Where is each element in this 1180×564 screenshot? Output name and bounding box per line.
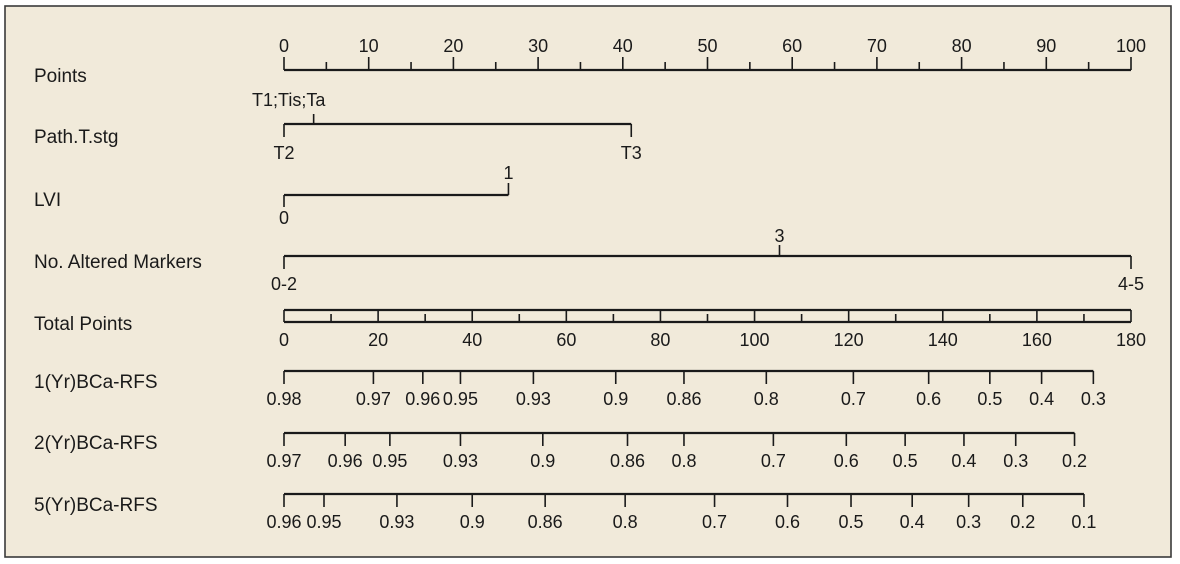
points-tick-label: 80: [952, 36, 972, 56]
rfs-1yr-tick-label: 0.8: [754, 389, 779, 409]
path-t-stg-label-t2: T2: [273, 143, 294, 163]
rfs-5yr-tick-label: 0.5: [839, 512, 864, 532]
rfs-1yr-tick-label: 0.4: [1029, 389, 1054, 409]
points-tick-label: 10: [359, 36, 379, 56]
points-tick-label: 20: [443, 36, 463, 56]
rfs-5yr-tick-label: 0.4: [900, 512, 925, 532]
rfs-5yr-tick-label: 0.3: [956, 512, 981, 532]
row-label-points: Points: [34, 66, 87, 87]
total-points-tick-label: 60: [556, 330, 576, 350]
row-label-path-t-stg: Path.T.stg: [34, 127, 119, 148]
total-points-tick-label: 100: [740, 330, 770, 350]
row-label-rfs-2yr: 2(Yr)BCa-RFS: [34, 433, 158, 454]
altered-markers-label-3: 3: [774, 226, 784, 246]
row-label-rfs-1yr: 1(Yr)BCa-RFS: [34, 372, 158, 393]
rfs-1yr-tick-label: 0.95: [443, 389, 478, 409]
row-label-total-points: Total Points: [34, 314, 132, 335]
rfs-1yr-tick-label: 0.6: [916, 389, 941, 409]
total-points-tick-label: 40: [462, 330, 482, 350]
rfs-2yr-tick-label: 0.5: [893, 451, 918, 471]
rfs-2yr-tick-label: 0.2: [1062, 451, 1087, 471]
rfs-2yr-tick-label: 0.96: [328, 451, 363, 471]
points-tick-label: 70: [867, 36, 887, 56]
altered-markers-label-4-5: 4-5: [1118, 274, 1144, 294]
points-tick-label: 90: [1036, 36, 1056, 56]
rfs-2yr-tick-label: 0.8: [671, 451, 696, 471]
rfs-2yr-tick-label: 0.95: [372, 451, 407, 471]
total-points-tick-label: 140: [928, 330, 958, 350]
rfs-5yr-tick-label: 0.9: [460, 512, 485, 532]
rfs-2yr-tick-label: 0.9: [530, 451, 555, 471]
lvi-label-0: 0: [279, 208, 289, 228]
rfs-1yr-tick-label: 0.93: [516, 389, 551, 409]
rfs-1yr-tick-label: 0.5: [977, 389, 1002, 409]
rfs-1yr-tick-label: 0.98: [266, 389, 301, 409]
total-points-tick-label: 120: [834, 330, 864, 350]
rfs-5yr-tick-label: 0.8: [613, 512, 638, 532]
rfs-2yr-tick-label: 0.7: [761, 451, 786, 471]
total-points-tick-label: 160: [1022, 330, 1052, 350]
altered-markers-label-0-2: 0-2: [271, 274, 297, 294]
rfs-5yr-tick-label: 0.6: [775, 512, 800, 532]
rfs-5yr-tick-label: 0.96: [266, 512, 301, 532]
rfs-2yr-tick-label: 0.3: [1003, 451, 1028, 471]
rfs-2yr-tick-label: 0.97: [266, 451, 301, 471]
rfs-1yr-tick-label: 0.3: [1081, 389, 1106, 409]
path-t-stg-label-t1: T1;Tis;Ta: [252, 90, 326, 110]
lvi-label-1: 1: [503, 163, 513, 183]
points-tick-label: 40: [613, 36, 633, 56]
total-points-tick-label: 0: [279, 330, 289, 350]
points-tick-label: 30: [528, 36, 548, 56]
points-tick-label: 50: [697, 36, 717, 56]
chart-background: [4, 5, 1172, 558]
total-points-tick-label: 20: [368, 330, 388, 350]
rfs-1yr-tick-label: 0.86: [666, 389, 701, 409]
points-tick-label: 100: [1116, 36, 1146, 56]
rfs-5yr-tick-label: 0.2: [1010, 512, 1035, 532]
rfs-5yr-tick-label: 0.7: [702, 512, 727, 532]
row-label-lvi: LVI: [34, 190, 61, 211]
rfs-5yr-tick-label: 0.1: [1071, 512, 1096, 532]
rfs-1yr-tick-label: 0.7: [841, 389, 866, 409]
row-label-altered-markers: No. Altered Markers: [34, 252, 202, 273]
rfs-5yr-tick-label: 0.95: [306, 512, 341, 532]
points-tick-label: 0: [279, 36, 289, 56]
rfs-5yr-tick-label: 0.93: [379, 512, 414, 532]
total-points-tick-label: 180: [1116, 330, 1146, 350]
path-t-stg-label-t3: T3: [621, 143, 642, 163]
total-points-tick-label: 80: [650, 330, 670, 350]
rfs-2yr-tick-label: 0.86: [610, 451, 645, 471]
rfs-2yr-tick-label: 0.93: [443, 451, 478, 471]
rfs-1yr-tick-label: 0.97: [356, 389, 391, 409]
row-label-rfs-5yr: 5(Yr)BCa-RFS: [34, 495, 158, 516]
rfs-1yr-tick-label: 0.96: [405, 389, 440, 409]
rfs-5yr-tick-label: 0.86: [528, 512, 563, 532]
rfs-2yr-tick-label: 0.6: [834, 451, 859, 471]
rfs-2yr-tick-label: 0.4: [951, 451, 976, 471]
points-tick-label: 60: [782, 36, 802, 56]
rfs-1yr-tick-label: 0.9: [603, 389, 628, 409]
